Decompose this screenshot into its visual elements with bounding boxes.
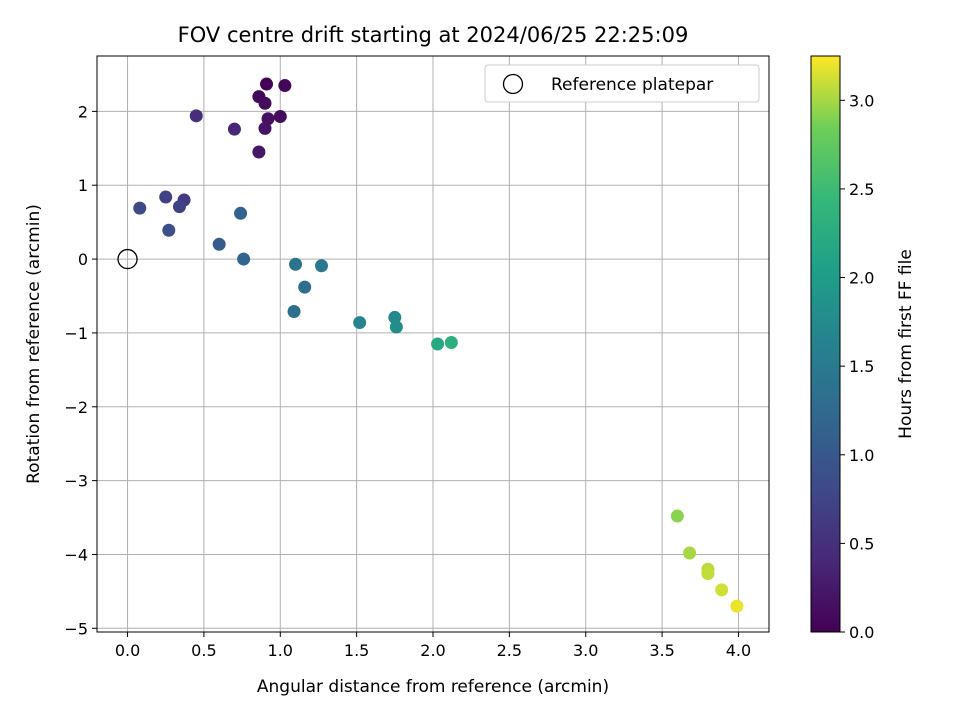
data-point [278, 79, 292, 93]
y-axis-ticks: 2 1 0 −1 −2 −3 −4 −5 [64, 102, 97, 638]
data-point [444, 336, 458, 350]
x-tick-label: 0.5 [191, 641, 216, 660]
y-tick-label: −4 [64, 545, 88, 564]
data-point [227, 122, 241, 136]
data-point [701, 567, 715, 581]
data-point [162, 223, 176, 237]
data-point [133, 201, 147, 215]
colorbar-tick-label: 0.5 [849, 534, 874, 553]
reference-point [117, 248, 138, 270]
data-point [353, 316, 367, 330]
x-tick-label: 3.0 [573, 641, 598, 660]
data-point [252, 145, 266, 159]
colorbar-tick-label: 2.5 [849, 180, 874, 199]
y-tick-label: −1 [64, 324, 88, 343]
x-tick-label: 3.5 [649, 641, 674, 660]
data-point [258, 121, 272, 135]
x-tick-label: 1.0 [268, 641, 293, 660]
x-axis-label: Angular distance from reference (arcmin) [257, 677, 609, 697]
data-point [212, 237, 226, 251]
data-point [172, 200, 186, 214]
y-axis-label: Rotation from reference (arcmin) [24, 204, 44, 484]
data-point [298, 280, 312, 294]
legend-label-reference: Reference platepar [551, 75, 713, 95]
legend-marker-reference [502, 73, 524, 95]
data-point [670, 509, 684, 523]
x-tick-label: 1.5 [344, 641, 369, 660]
data-point [388, 310, 402, 324]
y-tick-label: 2 [78, 102, 88, 121]
colorbar: 0.0 0.5 1.0 1.5 2.0 2.5 3.0 Hours from first F… [810, 55, 916, 642]
colorbar-gradient [811, 56, 840, 632]
colorbar-tick-label: 3.0 [849, 91, 874, 110]
y-tick-label: 1 [78, 176, 88, 195]
data-point [159, 190, 173, 204]
legend-box [484, 64, 760, 103]
data-points [133, 77, 744, 613]
y-tick-label: −2 [64, 398, 88, 417]
x-tick-label: 4.0 [726, 641, 751, 660]
colorbar-ticks: 0.0 0.5 1.0 1.5 2.0 2.5 3.0 [840, 91, 874, 642]
data-point [287, 305, 301, 319]
colorbar-tick-label: 0.0 [849, 623, 874, 642]
y-tick-label: −5 [64, 619, 88, 638]
colorbar-tick-label: 1.5 [849, 357, 874, 376]
legend: Reference platepar [484, 64, 760, 103]
data-point [234, 206, 248, 220]
grid-lines [97, 56, 769, 632]
y-tick-label: 0 [78, 250, 88, 269]
reference-marker [117, 248, 138, 270]
data-point [260, 77, 274, 91]
colorbar-tick-label: 2.0 [849, 269, 874, 288]
data-point [389, 320, 403, 334]
data-point [730, 599, 744, 613]
x-axis-ticks: 0.0 0.5 1.0 1.5 2.0 2.5 3.0 3.5 4.0 [115, 632, 751, 660]
colorbar-label: Hours from first FF file [896, 249, 916, 439]
colorbar-frame [810, 55, 841, 633]
data-point [237, 252, 251, 266]
chart-title: FOV centre drift starting at 2024/06/25 … [178, 23, 689, 47]
colorbar-tick-label: 1.0 [849, 446, 874, 465]
data-point [189, 109, 203, 123]
y-tick-label: −3 [64, 472, 88, 491]
data-point [315, 259, 329, 273]
data-point [258, 96, 272, 110]
x-tick-label: 2.0 [420, 641, 445, 660]
data-point [715, 583, 729, 597]
data-point [289, 257, 303, 271]
x-tick-label: 0.0 [115, 641, 140, 660]
x-tick-label: 2.5 [497, 641, 522, 660]
data-point [431, 337, 445, 351]
data-point [273, 110, 287, 124]
data-point [683, 546, 697, 560]
